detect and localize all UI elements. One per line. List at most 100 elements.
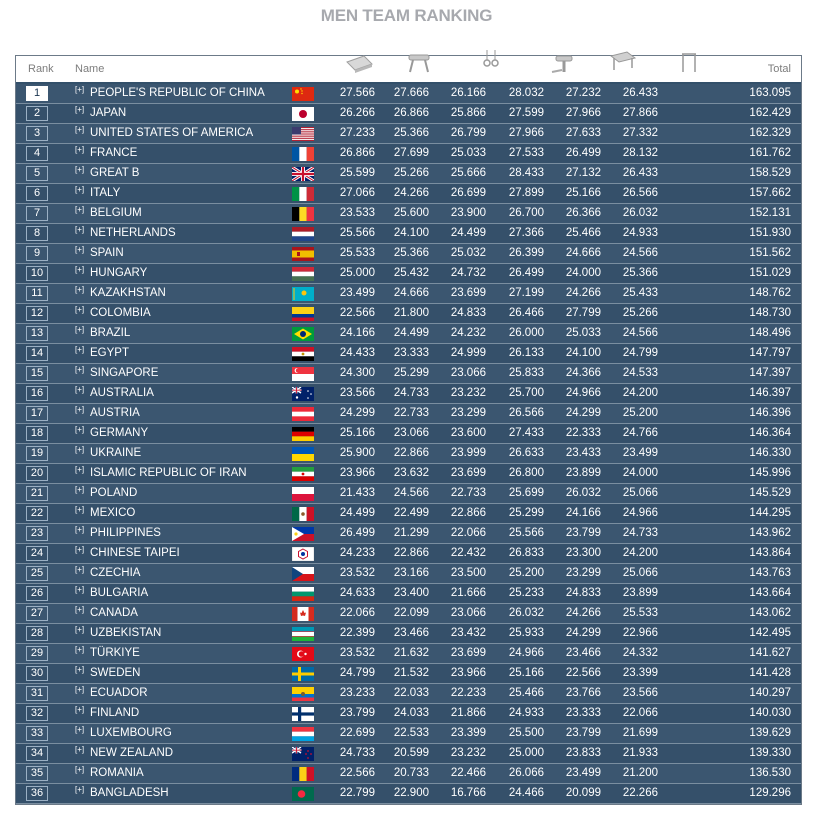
apparatus-score: 25.466 (508, 687, 544, 699)
apparatus-score: 25.432 (393, 267, 429, 279)
apparatus-score: 24.633 (339, 587, 375, 599)
total-score: 152.131 (749, 207, 791, 219)
apparatus-score: 22.099 (393, 607, 429, 619)
apparatus-score: 26.499 (339, 527, 375, 539)
apparatus-score: 25.666 (450, 167, 486, 179)
apparatus-score: 26.133 (508, 347, 544, 359)
horizontal-bar-icon[interactable] (674, 48, 704, 78)
total-score: 145.529 (749, 487, 791, 499)
table-row: 13 [+] BRAZIL 24.166 24.499 24.232 26.000 25.03… (16, 324, 801, 344)
expand-toggle[interactable]: [+] (75, 305, 85, 314)
apparatus-score: 26.566 (508, 407, 544, 419)
expand-toggle[interactable]: [+] (75, 765, 85, 774)
expand-toggle[interactable]: [+] (75, 145, 85, 154)
expand-toggle[interactable]: [+] (75, 725, 85, 734)
apparatus-score: 23.499 (622, 447, 658, 459)
expand-toggle[interactable]: [+] (75, 485, 85, 494)
apparatus-score: 23.799 (565, 727, 601, 739)
floor-exercise-icon[interactable] (344, 48, 374, 78)
ecuador-flag-icon (292, 687, 314, 701)
apparatus-score: 24.666 (565, 247, 601, 259)
apparatus-score: 26.866 (339, 147, 375, 159)
expand-toggle[interactable]: [+] (75, 565, 85, 574)
rank-cell: 34 (26, 746, 48, 761)
rank-cell: 18 (26, 426, 48, 441)
expand-toggle[interactable]: [+] (75, 105, 85, 114)
expand-toggle[interactable]: [+] (75, 285, 85, 294)
expand-toggle[interactable]: [+] (75, 125, 85, 134)
country-name: BULGARIA (90, 587, 149, 599)
expand-toggle[interactable]: [+] (75, 425, 85, 434)
apparatus-score: 24.000 (565, 267, 601, 279)
rank-cell: 27 (26, 606, 48, 621)
expand-toggle[interactable]: [+] (75, 385, 85, 394)
pommel-horse-icon[interactable] (404, 48, 434, 78)
apparatus-score: 27.533 (508, 147, 544, 159)
singapore-flag-icon (292, 367, 314, 381)
table-row: 12 [+] COLOMBIA 22.566 21.800 24.833 26.466 27.… (16, 304, 801, 324)
expand-toggle[interactable]: [+] (75, 225, 85, 234)
parallel-bars-icon[interactable] (608, 48, 638, 78)
expand-toggle[interactable]: [+] (75, 345, 85, 354)
expand-toggle[interactable]: [+] (75, 625, 85, 634)
apparatus-score: 26.032 (622, 207, 658, 219)
total-score: 162.429 (749, 107, 791, 119)
apparatus-score: 26.000 (508, 327, 544, 339)
expand-toggle[interactable]: [+] (75, 405, 85, 414)
expand-toggle[interactable]: [+] (75, 185, 85, 194)
ukraine-flag-icon (292, 447, 314, 461)
country-name: UZBEKISTAN (90, 627, 162, 639)
expand-toggle[interactable]: [+] (75, 165, 85, 174)
apparatus-score: 25.433 (622, 287, 658, 299)
table-row: 3 [+] UNITED STATES OF AMERICA 27.233 25.366… (16, 124, 801, 144)
expand-toggle[interactable]: [+] (75, 785, 85, 794)
expand-toggle[interactable]: [+] (75, 665, 85, 674)
apparatus-score: 25.032 (450, 247, 486, 259)
apparatus-score: 26.799 (450, 127, 486, 139)
table-row: 24 [+] CHINESE TAIPEI 24.233 22.866 22.432 26.… (16, 544, 801, 564)
expand-toggle[interactable]: [+] (75, 645, 85, 654)
table-row: 20 [+] ISLAMIC REPUBLIC OF IRAN 23.966 23.63… (16, 464, 801, 484)
expand-toggle[interactable]: [+] (75, 705, 85, 714)
expand-toggle[interactable]: [+] (75, 365, 85, 374)
total-score: 148.496 (749, 327, 791, 339)
apparatus-score: 24.766 (622, 427, 658, 439)
total-score: 161.762 (749, 147, 791, 159)
table-row: 1 [+] PEOPLE'S REPUBLIC OF CHINA 27.566 27.6… (16, 84, 801, 104)
rank-cell: 20 (26, 466, 48, 481)
expand-toggle[interactable]: [+] (75, 585, 85, 594)
apparatus-score: 24.933 (508, 707, 544, 719)
expand-toggle[interactable]: [+] (75, 505, 85, 514)
vault-icon[interactable] (548, 48, 578, 78)
expand-toggle[interactable]: [+] (75, 605, 85, 614)
expand-toggle[interactable]: [+] (75, 205, 85, 214)
total-header[interactable]: Total (767, 63, 791, 75)
apparatus-score: 28.433 (508, 167, 544, 179)
expand-toggle[interactable]: [+] (75, 685, 85, 694)
country-name: BELGIUM (90, 207, 142, 219)
expand-toggle[interactable]: [+] (75, 445, 85, 454)
apparatus-score: 25.366 (622, 267, 658, 279)
expand-toggle[interactable]: [+] (75, 85, 85, 94)
expand-toggle[interactable]: [+] (75, 525, 85, 534)
expand-toggle[interactable]: [+] (75, 325, 85, 334)
apparatus-score: 23.966 (339, 467, 375, 479)
table-row: 5 [+] GREAT B 25.599 25.266 25.666 28.433 27.13… (16, 164, 801, 184)
country-name: AUSTRIA (90, 407, 140, 419)
expand-toggle[interactable]: [+] (75, 745, 85, 754)
apparatus-score: 24.100 (393, 227, 429, 239)
expand-toggle[interactable]: [+] (75, 265, 85, 274)
name-header[interactable]: Name (75, 63, 105, 75)
apparatus-score: 24.666 (393, 287, 429, 299)
expand-toggle[interactable]: [+] (75, 245, 85, 254)
apparatus-score: 21.200 (622, 767, 658, 779)
romania-flag-icon (292, 767, 314, 781)
apparatus-score: 23.299 (565, 567, 601, 579)
expand-toggle[interactable]: [+] (75, 465, 85, 474)
rings-icon[interactable] (476, 48, 506, 78)
rank-header[interactable]: Rank (28, 63, 54, 75)
apparatus-score: 25.166 (339, 427, 375, 439)
expand-toggle[interactable]: [+] (75, 545, 85, 554)
apparatus-score: 24.299 (339, 407, 375, 419)
table-row: 33 [+] LUXEMBOURG 22.699 22.533 23.399 25.500 2… (16, 724, 801, 744)
